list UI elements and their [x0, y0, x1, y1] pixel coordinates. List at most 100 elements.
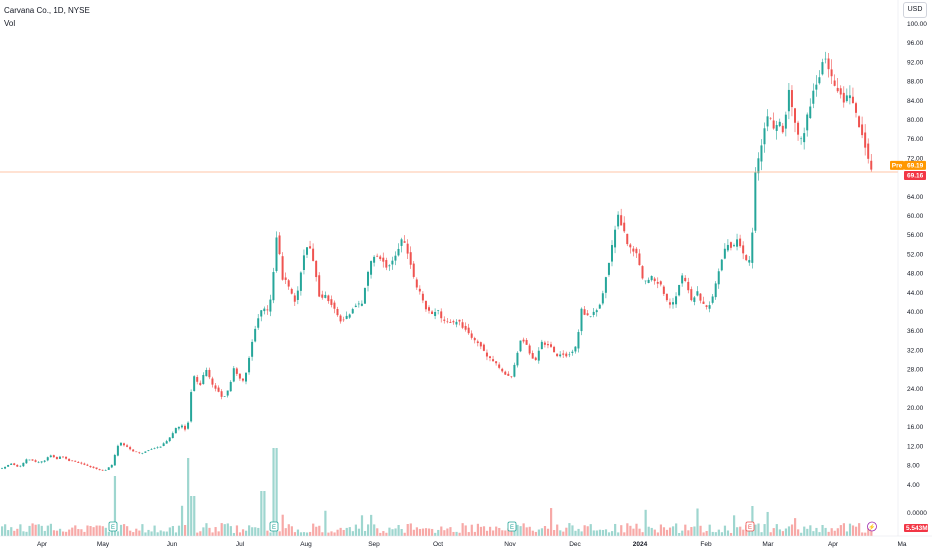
volume-bar	[367, 524, 370, 536]
candle-body	[55, 457, 58, 460]
candle	[653, 276, 656, 285]
volume-bar	[254, 527, 257, 536]
candle-body	[760, 145, 763, 162]
volume-bar	[681, 530, 684, 536]
y-tick-label: 28.00	[907, 367, 924, 374]
candle-body	[586, 313, 589, 316]
candle-body	[272, 272, 275, 301]
candle-body	[95, 467, 98, 469]
candle-body	[74, 460, 77, 462]
volume-bar	[403, 532, 406, 536]
candle-body	[775, 125, 778, 131]
candle	[238, 373, 241, 381]
candle-body	[766, 116, 769, 127]
candle-body	[528, 345, 531, 354]
volume-bar	[461, 523, 464, 536]
candle	[263, 306, 266, 315]
candle	[748, 256, 751, 266]
candle	[589, 316, 592, 318]
candle-body	[693, 297, 696, 302]
candle-body	[46, 457, 49, 461]
event-marker[interactable]: E	[108, 521, 118, 532]
candle-body	[714, 283, 717, 298]
candle	[10, 462, 13, 466]
volume-bar	[418, 528, 422, 536]
volume-bar	[37, 524, 40, 536]
candle-body	[784, 114, 787, 129]
volume-bar	[263, 491, 266, 536]
candle	[223, 396, 226, 397]
candle-body	[363, 288, 366, 304]
volume-bar	[354, 524, 357, 536]
candle-body	[550, 344, 552, 347]
candle	[839, 85, 842, 99]
candle	[586, 310, 589, 316]
symbol-title[interactable]: Carvana Co., 1D, NYSE	[4, 6, 90, 15]
candle-body	[562, 353, 565, 355]
candle	[162, 442, 165, 447]
volume-bar	[357, 528, 361, 536]
candle-body	[281, 256, 284, 280]
event-marker[interactable]: E	[507, 521, 517, 532]
candle	[827, 52, 830, 78]
event-marker[interactable]: ⚡	[867, 521, 877, 532]
event-marker[interactable]: E	[745, 521, 755, 532]
volume-bar	[742, 529, 745, 536]
volume-bar	[586, 526, 589, 536]
candle-body	[278, 235, 281, 255]
last-price-value: 69.16	[907, 173, 924, 180]
volume-bar	[309, 531, 312, 536]
candle-body	[205, 369, 208, 377]
candle	[672, 297, 674, 309]
candle-body	[284, 277, 287, 280]
volume-bar	[174, 532, 178, 536]
candle	[845, 88, 848, 103]
candle-body	[855, 103, 857, 113]
volume-bar	[95, 525, 98, 536]
candle-body	[138, 452, 141, 454]
volume-bar	[501, 530, 504, 536]
candle-body	[806, 114, 809, 131]
volume-bar	[818, 532, 821, 536]
volume-bar	[809, 525, 812, 536]
candle-body	[4, 466, 7, 469]
volume-bar	[662, 527, 666, 536]
candle-body	[162, 443, 165, 447]
candle	[455, 319, 458, 328]
volume-bar	[498, 527, 501, 536]
candle-body	[376, 255, 379, 257]
volume-indicator-label[interactable]: Vol	[4, 19, 16, 28]
candle-body	[28, 459, 31, 461]
candle-body	[580, 308, 583, 332]
volume-bar	[489, 526, 492, 536]
volume-bar	[382, 531, 385, 536]
candle-body	[537, 350, 540, 361]
volume-bar	[699, 525, 702, 536]
volume-bar	[296, 529, 300, 536]
volume-bar	[129, 530, 132, 536]
candle-body	[620, 215, 623, 226]
candle	[467, 323, 470, 335]
volume-bar	[119, 524, 123, 536]
event-marker[interactable]: E	[269, 521, 279, 532]
candle	[126, 443, 129, 448]
candle-body	[546, 344, 549, 346]
volume-bar	[138, 530, 141, 536]
volume-bar	[302, 532, 306, 536]
candle-body	[726, 244, 729, 251]
volume-bar	[845, 531, 849, 536]
volume-bar	[248, 525, 251, 536]
volume-bar	[360, 515, 364, 536]
candle	[269, 294, 272, 317]
candle	[58, 455, 61, 460]
candle	[180, 424, 183, 429]
candle-body	[830, 69, 833, 77]
volume-bar	[760, 532, 763, 536]
volume-bar	[62, 531, 65, 536]
volume-bar	[467, 532, 470, 536]
volume-bar	[626, 523, 629, 536]
currency-button[interactable]: USD	[903, 2, 927, 18]
event-label: E	[748, 525, 752, 531]
candle	[400, 237, 403, 253]
